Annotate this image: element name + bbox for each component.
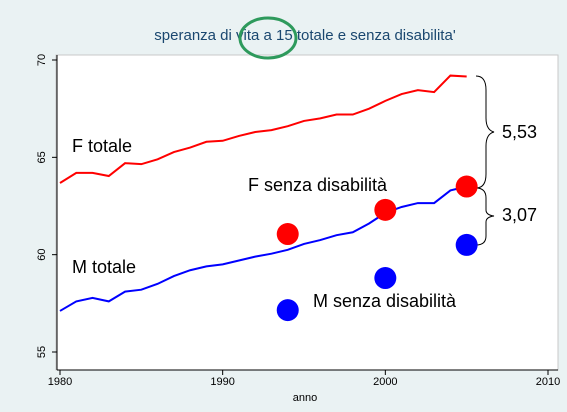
x-tick-label: 1980 (48, 376, 72, 388)
dot (455, 233, 478, 256)
annotation: 3,07 (502, 205, 537, 225)
x-tick-label: 1990 (210, 376, 234, 388)
brace (475, 75, 495, 189)
plot-area (55, 54, 559, 371)
brace (475, 187, 495, 246)
series-label: M senza disabilità (313, 291, 457, 311)
series-label: F totale (72, 136, 132, 156)
y-tick-label: 65 (36, 151, 48, 163)
dot (374, 198, 397, 221)
series-label: F senza disabilità (248, 175, 388, 195)
y-tick-label: 70 (36, 54, 48, 66)
dot (374, 267, 397, 290)
y-tick-label: 55 (36, 346, 48, 358)
line (59, 185, 467, 312)
y-tick-label: 60 (36, 249, 48, 261)
chart-title: speranza di vita a 15 totale e senza dis… (154, 27, 456, 44)
dot (455, 175, 478, 198)
highlight-circle (238, 16, 298, 60)
x-axis-label: anno (293, 392, 317, 404)
dot (276, 223, 299, 246)
line (59, 74, 467, 184)
dot (276, 299, 299, 322)
x-tick-label: 2000 (373, 376, 397, 388)
series-label: M totale (72, 257, 136, 277)
annotation: 5,53 (502, 122, 537, 142)
x-tick-label: 2010 (536, 376, 560, 388)
